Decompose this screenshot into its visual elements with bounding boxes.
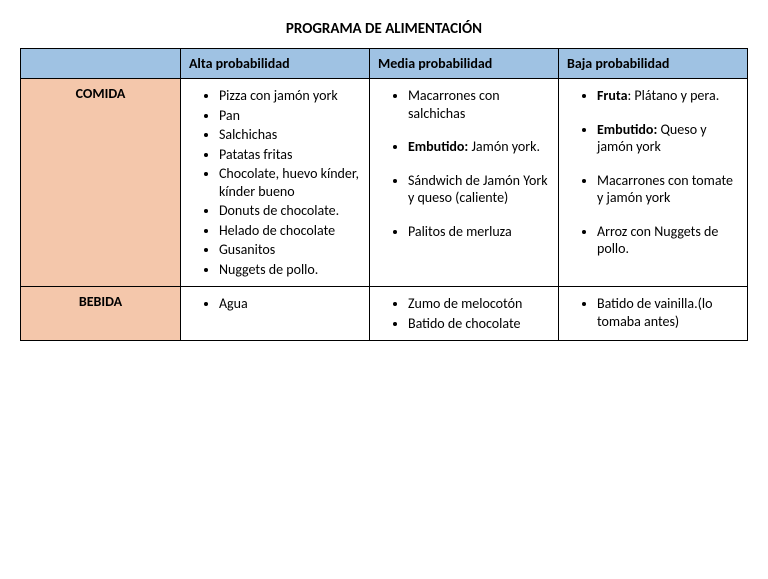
cell-alta: Agua [180,287,369,341]
cell-baja: Batido de vainilla.(lo tomaba antes) [558,287,747,341]
cell-alta: Pizza con jamón york PanSalchichas Patatas… [180,79,369,287]
list-item: Batido de chocolate [408,315,550,333]
row-header: BEBIDA [21,287,181,341]
list-item: Sándwich de Jamón York y queso (caliente… [408,172,550,207]
list-item-bold-lead: Embutido: [408,138,468,155]
list-item: Patatas fritas [219,146,361,164]
list-item: Donuts de chocolate. [219,202,361,220]
list-item: Pan [219,107,361,125]
list-gap [408,124,550,138]
table-header-row: Alta probabilidad Media probabilidad Baj… [21,49,748,79]
list-item: Helado de chocolate [219,222,361,240]
cell-list: Agua [189,295,361,313]
list-item: Chocolate, huevo kínder, kínder bueno [219,165,361,200]
col-header-empty [21,49,181,79]
list-gap [408,209,550,223]
col-header-baja: Baja probabilidad [558,49,747,79]
list-item: Pizza con jamón york [219,87,361,105]
list-item-bold-lead: Embutido: [597,121,657,138]
list-gap [597,107,739,121]
cell-media: Zumo de melocotón Batido de chocolate [369,287,558,341]
list-item: Fruta: Plátano y pera. [597,87,739,105]
cell-media: Macarrones con salchichas Embutido: Jamón… [369,79,558,287]
list-item-bold-lead: Fruta [597,87,628,104]
cell-list: Batido de vainilla.(lo tomaba antes) [567,295,739,330]
list-item: Batido de vainilla.(lo tomaba antes) [597,295,739,330]
cell-baja: Fruta: Plátano y pera. Embutido: Queso y … [558,79,747,287]
list-item: Salchichas [219,126,361,144]
list-item: Embutido: Jamón york. [408,138,550,156]
page-title: PROGRAMA DE ALIMENTACIÓN [20,20,748,38]
list-item: Agua [219,295,361,313]
row-header: COMIDA [21,79,181,287]
col-header-media: Media probabilidad [369,49,558,79]
cell-list: Zumo de melocotón Batido de chocolate [378,295,550,332]
list-gap [597,158,739,172]
list-item: Gusanitos [219,241,361,259]
table-row: BEBIDA Agua Zumo de melocotón Batido de cho… [21,287,748,341]
list-item: Embutido: Queso y jamón york [597,121,739,156]
list-item: Macarrones con tomate y jamón york [597,172,739,207]
list-item: Zumo de melocotón [408,295,550,313]
list-item-rest: : Plátano y pera. [628,87,720,104]
table-row: COMIDAPizza con jamón yorkPanSalchichasP… [21,79,748,287]
list-item: Palitos de merluza [408,223,550,241]
list-gap [408,158,550,172]
cell-list: Pizza con jamón york PanSalchichas Patatas… [189,87,361,278]
list-item-rest: Jamón york. [468,138,540,155]
food-program-table: Alta probabilidad Media probabilidad Baj… [20,48,748,341]
cell-list: Fruta: Plátano y pera. Embutido: Queso y … [567,87,739,258]
col-header-alta: Alta probabilidad [180,49,369,79]
list-item: Nuggets de pollo. [219,261,361,279]
cell-list: Macarrones con salchichas Embutido: Jamón… [378,87,550,240]
list-gap [597,209,739,223]
list-item: Arroz con Nuggets de pollo. [597,223,739,258]
list-item: Macarrones con salchichas [408,87,550,122]
